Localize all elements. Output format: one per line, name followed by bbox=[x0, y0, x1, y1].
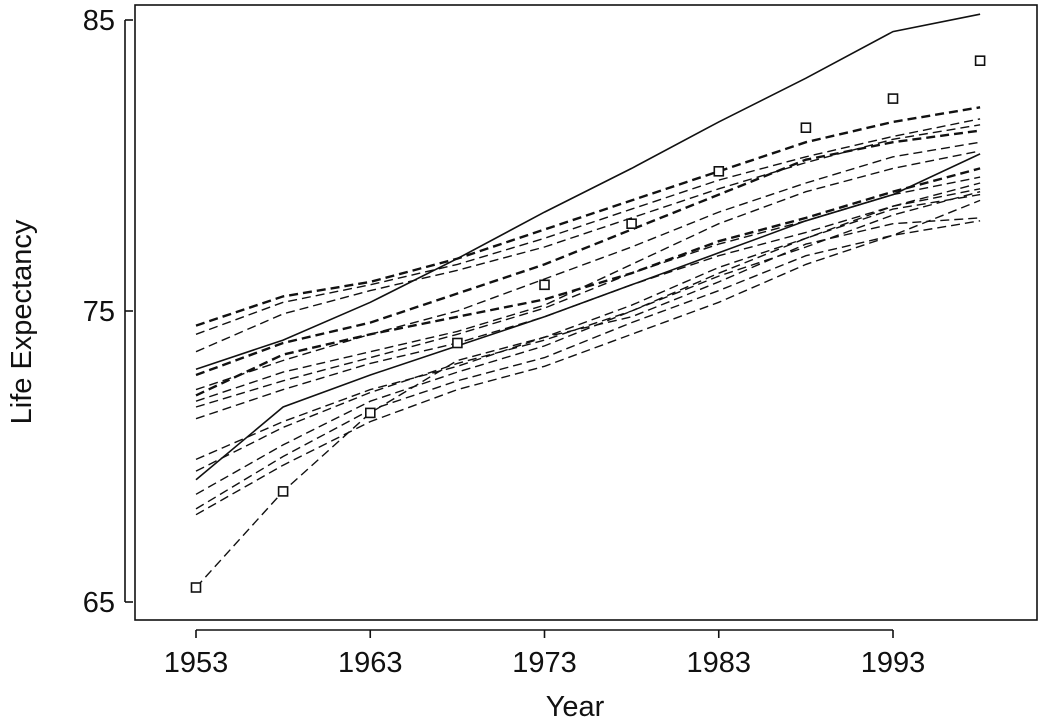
data-marker-4 bbox=[452, 337, 463, 349]
data-marker-5 bbox=[539, 279, 550, 291]
series-line-3 bbox=[195, 118, 981, 335]
series-line-8 bbox=[195, 167, 981, 397]
series-line-17 bbox=[195, 217, 981, 588]
data-marker-1 bbox=[190, 582, 202, 593]
y-tick-label: 85 bbox=[83, 5, 115, 37]
x-axis-title: Year bbox=[546, 691, 605, 723]
data-marker-8 bbox=[800, 122, 812, 133]
series-line-14 bbox=[195, 191, 981, 495]
series-line-11 bbox=[195, 193, 981, 472]
data-marker-9 bbox=[887, 93, 899, 104]
series-line-1 bbox=[195, 13, 981, 370]
x-tick-label: 1973 bbox=[512, 647, 577, 679]
data-marker-7 bbox=[713, 166, 725, 177]
x-tick-label: 1963 bbox=[338, 647, 403, 679]
series-line-2 bbox=[195, 106, 981, 327]
series-line-4 bbox=[195, 124, 981, 353]
data-marker-3 bbox=[364, 407, 376, 419]
x-tick-label: 1983 bbox=[686, 647, 751, 679]
series-layer bbox=[195, 13, 981, 588]
series-line-12 bbox=[195, 153, 981, 481]
data-marker-6 bbox=[626, 218, 637, 229]
plot-frame bbox=[134, 4, 1038, 621]
x-tick-label: 1953 bbox=[164, 647, 229, 679]
series-line-7 bbox=[195, 150, 981, 402]
series-line-15 bbox=[195, 199, 981, 510]
marker-layer bbox=[190, 55, 986, 593]
series-line-16 bbox=[195, 220, 981, 516]
series-line-5 bbox=[195, 129, 981, 377]
series-line-9 bbox=[195, 176, 981, 408]
data-marker-10 bbox=[974, 55, 986, 67]
y-tick-label: 75 bbox=[83, 296, 115, 328]
y-tick-label: 65 bbox=[83, 587, 115, 619]
series-line-6 bbox=[195, 141, 981, 391]
y-axis-title: Life Expectancy bbox=[6, 219, 38, 424]
x-tick-label: 1993 bbox=[861, 647, 926, 679]
series-line-13 bbox=[195, 182, 981, 461]
axis-layer: 65 75 85 1953 1963 1973 1983 1993 bbox=[83, 5, 926, 679]
data-marker-2 bbox=[277, 486, 289, 497]
